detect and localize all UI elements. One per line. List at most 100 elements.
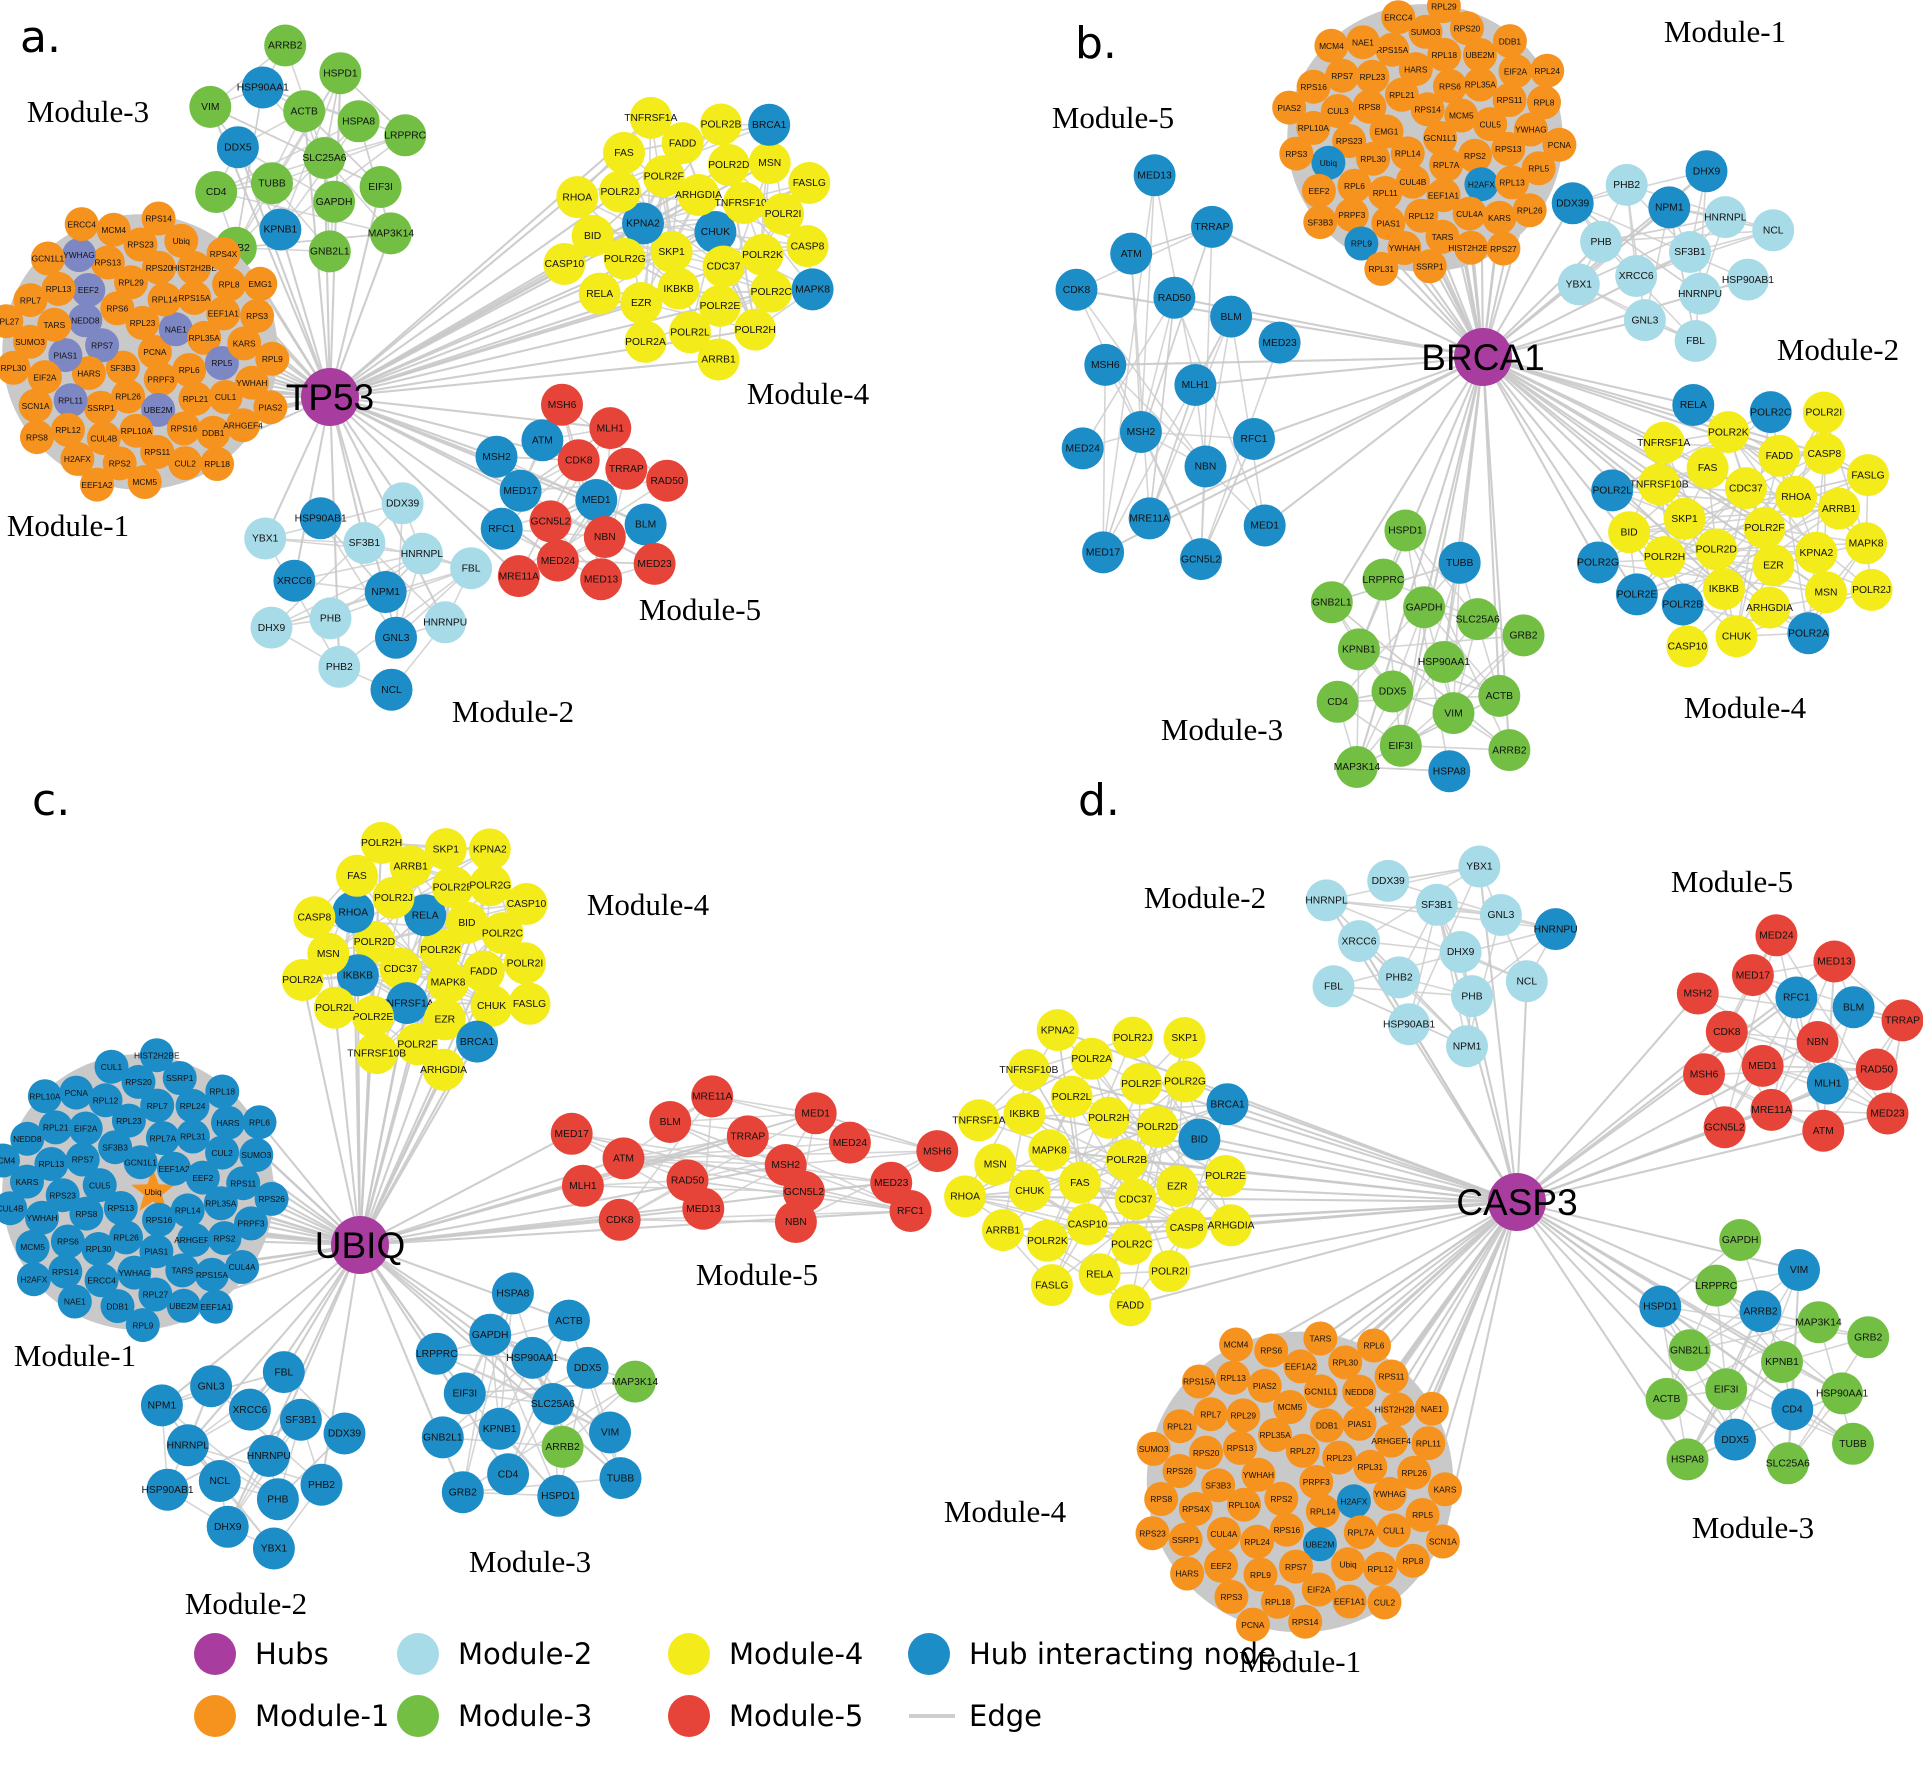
node-label-RPS23: RPS23 [1139, 1528, 1166, 1538]
node-GNB2L1 [1668, 1329, 1711, 1372]
node-EEF2 [71, 273, 106, 307]
node-label-RPL30: RPL30 [86, 1244, 112, 1254]
node-label-MED23: MED23 [874, 1178, 909, 1189]
node-PIAS2 [1272, 90, 1307, 125]
node-label-UBE2M: UBE2M [144, 405, 173, 415]
node-EMG1 [1369, 114, 1404, 149]
node-MCM5 [127, 465, 162, 499]
node-SF3B1 [279, 1398, 322, 1441]
node-label-MSN: MSN [1815, 587, 1838, 598]
node-ERCC4 [84, 1263, 119, 1298]
node-RPL35A [187, 320, 222, 355]
node-DDB1 [100, 1289, 135, 1324]
node-label-ACTB: ACTB [1653, 1394, 1681, 1405]
node-label-POLR2H: POLR2H [1088, 1113, 1129, 1124]
node-DDX5 [1714, 1418, 1757, 1461]
node-EEF1A1 [198, 1289, 233, 1324]
node-label-IKBKB: IKBKB [343, 970, 373, 981]
node-label-RPL6: RPL6 [1344, 181, 1365, 191]
node-label-XRCC6: XRCC6 [232, 1405, 267, 1416]
node-POLR2A [281, 959, 324, 1001]
node-POLR2K [1707, 411, 1750, 454]
node-label-RFC1: RFC1 [488, 524, 515, 535]
node-POLR2K [1026, 1219, 1069, 1262]
node-GCN1L1 [1423, 121, 1458, 155]
node-label-DDX39: DDX39 [328, 1429, 361, 1440]
node-label-MAPK8: MAPK8 [1849, 538, 1884, 549]
node-label-XRCC6: XRCC6 [1619, 271, 1654, 282]
node-SF3B1 [343, 522, 386, 564]
module-label-a-module-4: Module-4 [747, 376, 870, 411]
node-TNFRSF10B [1007, 1049, 1050, 1091]
node-RPL9 [1243, 1557, 1278, 1592]
node-label-KPNA2: KPNA2 [626, 219, 660, 230]
node-label-GCN1L1: GCN1L1 [1424, 133, 1457, 143]
node-label-MCM5: MCM5 [1278, 1402, 1303, 1412]
cluster-c-module-1: Ubiq RPS13 GCN1L1 RPS16 CUL5 EEF1A2 RPL26 SF3B3… [0, 1038, 289, 1343]
node-BLM [649, 1101, 692, 1143]
node-label-RPS27: RPS27 [1490, 244, 1517, 254]
node-RPS16 [1296, 69, 1331, 104]
node-label-PIAS2: PIAS2 [1253, 1381, 1277, 1391]
node-NCL [198, 1460, 241, 1502]
node-MAP3K14 [369, 212, 412, 255]
node-GNB2L1 [308, 230, 351, 273]
node-label-RPL13: RPL13 [39, 1159, 65, 1169]
node-EIF2A [1301, 1572, 1336, 1607]
node-SF3B3 [105, 350, 140, 385]
node-CUL2 [1367, 1585, 1402, 1620]
node-label-HNRNPU: HNRNPU [423, 618, 467, 629]
node-CASP8 [1803, 432, 1846, 475]
node-label-YBX1: YBX1 [1566, 280, 1593, 291]
node-label-EZR: EZR [434, 1015, 455, 1026]
node-NEDD8 [68, 303, 103, 338]
node-HSP90AA1 [511, 1336, 554, 1379]
node-label-RPS23: RPS23 [49, 1190, 76, 1200]
node-HNRNPL [166, 1424, 209, 1467]
node-EEF1A1 [1426, 178, 1461, 213]
node-KARS [1428, 1472, 1462, 1507]
node-label-PCNA: PCNA [1548, 140, 1572, 150]
node-label-EIF3I: EIF3I [1388, 741, 1413, 752]
node-label-RPS8: RPS8 [1358, 102, 1380, 112]
node-label-SUMO3: SUMO3 [1139, 1444, 1169, 1454]
node-GAPDH [1719, 1219, 1762, 1261]
node-EIF2A [1498, 54, 1533, 89]
node-ARRB2 [541, 1425, 584, 1468]
node-RPS26 [254, 1181, 289, 1216]
node-label-SSRP1: SSRP1 [1416, 262, 1444, 272]
node-label-RPS26: RPS26 [1166, 1466, 1193, 1476]
node-RPL24 [175, 1088, 210, 1123]
node-BLM [624, 503, 667, 546]
node-label-EEF1A2: EEF1A2 [81, 480, 113, 490]
module-label-d-module-5: Module-5 [1671, 864, 1793, 899]
legend-swatch-module2 [397, 1633, 439, 1675]
node-RPS2 [1264, 1481, 1299, 1516]
node-label-CUL4A: CUL4A [1456, 209, 1483, 219]
node-label-HSP90AB1: HSP90AB1 [141, 1485, 193, 1496]
node-CASP10 [505, 883, 548, 925]
node-label-EEF1A1: EEF1A1 [208, 309, 240, 319]
node-RPS16 [142, 1202, 176, 1237]
node-label-FADD: FADD [669, 138, 696, 149]
node-CUL3 [1320, 94, 1355, 128]
node-label-NBN: NBN [1807, 1037, 1829, 1048]
node-label-ERCC4: ERCC4 [87, 1276, 116, 1286]
node-label-YWHAH: YWHAH [26, 1213, 57, 1223]
node-ARHGEF4 [177, 1222, 211, 1257]
node-label-POLR2A: POLR2A [625, 337, 666, 348]
node-FAS [336, 854, 378, 897]
node-label-CUL4B: CUL4B [1399, 177, 1426, 187]
node-EEF2 [1204, 1548, 1239, 1583]
node-label-RAD50: RAD50 [650, 476, 683, 487]
node-TNFRSF1A [629, 96, 672, 139]
node-SF3B3 [98, 1130, 133, 1165]
node-MED13 [1133, 154, 1176, 197]
node-RPL14 [147, 282, 182, 317]
node-RPL29 [1226, 1398, 1261, 1433]
node-RPS23 [1332, 124, 1367, 158]
node-label-FASLG: FASLG [793, 178, 826, 189]
node-label-NEDD8: NEDD8 [13, 1134, 42, 1144]
node-label-CUL1: CUL1 [215, 392, 237, 402]
cluster-c-module-2: HNRNPU NCL XRCC6 PHB HNRNPL SF3B1 DHX9 GNL3 PHB2… [140, 1351, 366, 1570]
